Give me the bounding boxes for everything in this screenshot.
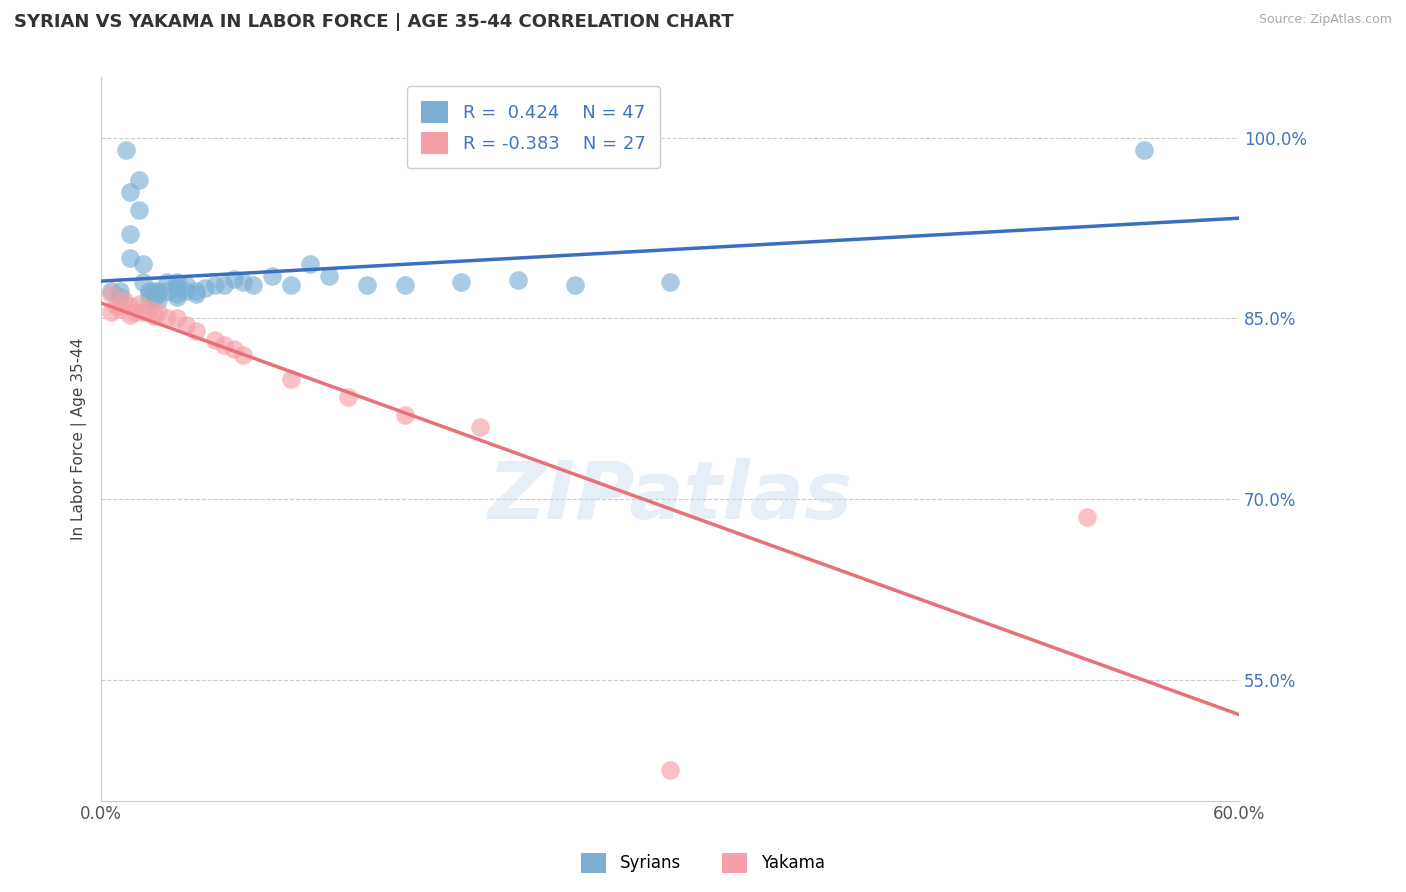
- Point: [204, 277, 226, 292]
- Point: [658, 764, 681, 778]
- Point: [146, 293, 169, 308]
- Point: [138, 287, 160, 301]
- Point: [658, 276, 681, 290]
- Text: SYRIAN VS YAKAMA IN LABOR FORCE | AGE 35-44 CORRELATION CHART: SYRIAN VS YAKAMA IN LABOR FORCE | AGE 35…: [14, 13, 734, 31]
- Point: [260, 269, 283, 284]
- Point: [128, 173, 150, 187]
- Point: [184, 287, 207, 301]
- Point: [138, 284, 160, 298]
- Point: [146, 305, 169, 319]
- Point: [204, 333, 226, 347]
- Point: [108, 284, 131, 298]
- Point: [166, 281, 188, 295]
- Y-axis label: In Labor Force | Age 35-44: In Labor Force | Age 35-44: [72, 338, 87, 541]
- Point: [146, 287, 169, 301]
- Point: [143, 309, 166, 323]
- Point: [156, 311, 179, 326]
- Point: [108, 301, 131, 316]
- Text: ZIPatlas: ZIPatlas: [488, 458, 852, 536]
- Point: [105, 300, 128, 314]
- Point: [124, 305, 146, 319]
- Point: [166, 311, 188, 326]
- Point: [184, 284, 207, 298]
- Point: [166, 276, 188, 290]
- Point: [166, 281, 188, 295]
- Point: [118, 308, 141, 322]
- Point: [298, 257, 321, 271]
- Point: [1133, 143, 1156, 157]
- Point: [176, 318, 198, 332]
- Point: [128, 202, 150, 217]
- Point: [564, 277, 586, 292]
- Point: [100, 284, 122, 298]
- Point: [100, 287, 122, 301]
- Point: [194, 281, 217, 295]
- Point: [222, 271, 245, 285]
- Point: [394, 277, 416, 292]
- Point: [118, 252, 141, 266]
- Point: [336, 390, 359, 404]
- Point: [166, 290, 188, 304]
- Point: [118, 227, 141, 241]
- Point: [143, 284, 166, 298]
- Point: [138, 293, 160, 308]
- Point: [112, 293, 135, 308]
- Point: [138, 301, 160, 316]
- Point: [356, 277, 378, 292]
- Point: [118, 185, 141, 199]
- Point: [108, 290, 131, 304]
- Point: [214, 277, 236, 292]
- Point: [176, 284, 198, 298]
- Legend: Syrians, Yakama: Syrians, Yakama: [575, 847, 831, 880]
- Point: [232, 276, 254, 290]
- Point: [1076, 510, 1098, 524]
- Point: [128, 297, 150, 311]
- Point: [470, 420, 492, 434]
- Point: [280, 372, 302, 386]
- Point: [118, 300, 141, 314]
- Point: [100, 305, 122, 319]
- Point: [242, 277, 264, 292]
- Point: [143, 290, 166, 304]
- Point: [156, 284, 179, 298]
- Point: [146, 284, 169, 298]
- Point: [132, 257, 155, 271]
- Text: Source: ZipAtlas.com: Source: ZipAtlas.com: [1258, 13, 1392, 27]
- Point: [156, 276, 179, 290]
- Point: [232, 348, 254, 362]
- Point: [222, 342, 245, 356]
- Point: [132, 305, 155, 319]
- Point: [184, 324, 207, 338]
- Point: [318, 269, 340, 284]
- Point: [450, 276, 472, 290]
- Point: [280, 277, 302, 292]
- Point: [176, 277, 198, 292]
- Point: [114, 143, 136, 157]
- Point: [394, 408, 416, 422]
- Point: [508, 273, 530, 287]
- Point: [166, 287, 188, 301]
- Point: [214, 338, 236, 352]
- Legend: R =  0.424    N = 47, R = -0.383    N = 27: R = 0.424 N = 47, R = -0.383 N = 27: [406, 87, 659, 169]
- Point: [132, 276, 155, 290]
